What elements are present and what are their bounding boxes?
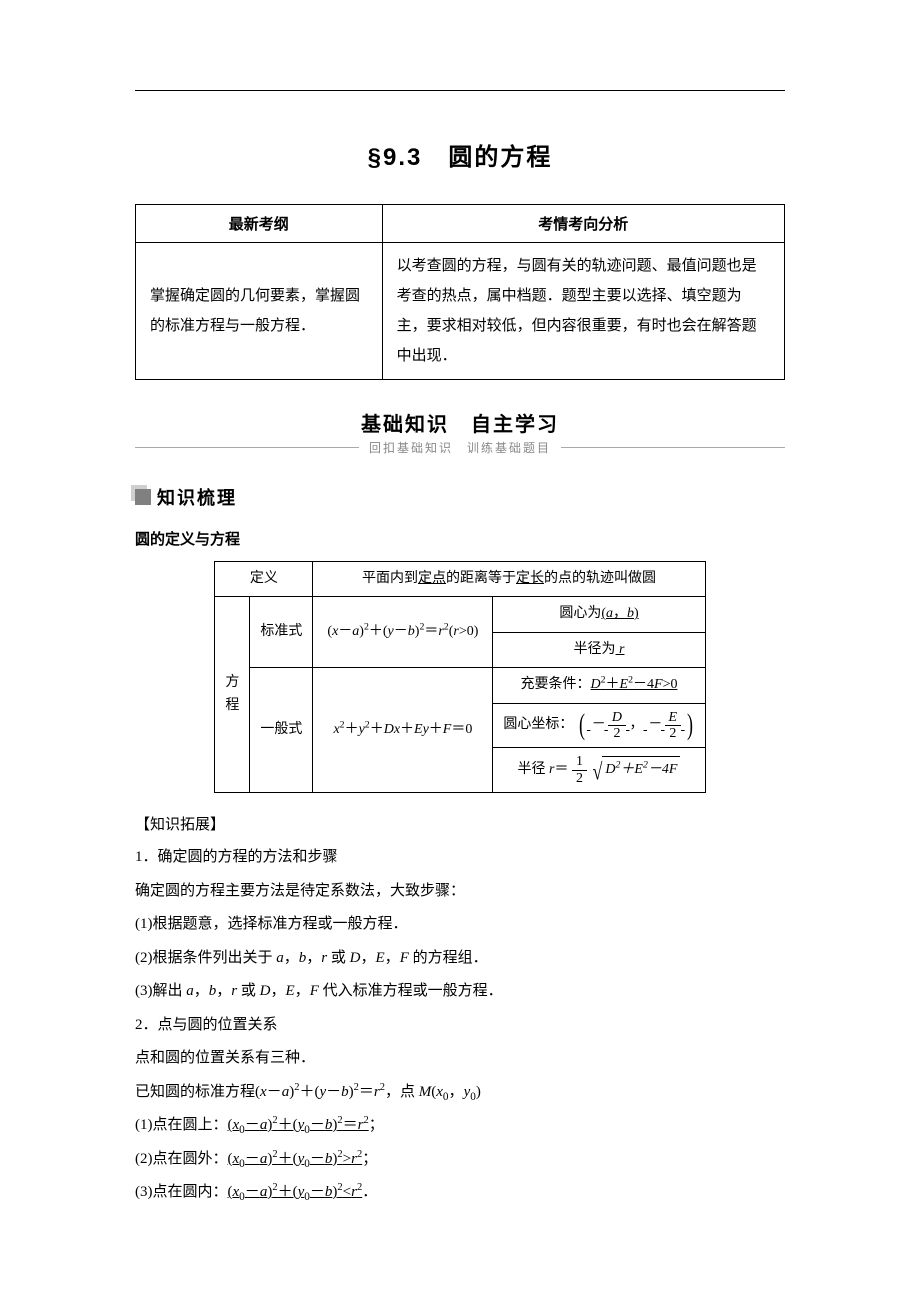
definition-table: 定义 平面内到定点的距离等于定长的点的轨迹叫做圆 方程 标准式 (x－a)2＋(… bbox=[214, 561, 705, 793]
definition-caption: 圆的定义与方程 bbox=[135, 528, 785, 549]
ext-p6: 2．点与圆的位置关系 bbox=[135, 1010, 785, 1042]
ext-p9: (1)点在圆上：(x0－a)2＋(y0－b)2＝r2； bbox=[135, 1110, 785, 1142]
sqrt-icon: √D2＋E2－4F bbox=[591, 756, 681, 785]
outline-left: 掌握确定圆的几何要素，掌握圆的标准方程与一般方程． bbox=[136, 243, 383, 380]
ext-p7: 点和圆的位置关系有三种． bbox=[135, 1043, 785, 1075]
section-title: §9.3 圆的方程 bbox=[135, 137, 785, 172]
banner-sub-line: 回扣基础知识 训练基础题目 bbox=[135, 439, 785, 456]
frac-D-over-2: D 2 bbox=[608, 710, 626, 742]
flag-icon bbox=[135, 489, 151, 505]
banner-sub: 回扣基础知识 训练基础题目 bbox=[359, 439, 561, 456]
gen-radius-prefix: 半径 r＝ bbox=[518, 759, 569, 781]
outline-head-left: 最新考纲 bbox=[136, 205, 383, 243]
ext-p11: (3)点在圆内：(x0－a)2＋(y0－b)2<r2． bbox=[135, 1177, 785, 1209]
def-r1c2: 平面内到定点的距离等于定长的点的轨迹叫做圆 bbox=[313, 562, 705, 597]
ext-p4: (2)根据条件列出关于 a，b，r 或 D，E，F 的方程组． bbox=[135, 943, 785, 975]
banner-main: 基础知识 自主学习 bbox=[361, 414, 559, 436]
def-std-radius: 半径为 r bbox=[493, 632, 705, 667]
paren-left-icon: ( bbox=[579, 710, 585, 740]
def-gen-cond: 充要条件：D2＋E2－4F>0 bbox=[493, 668, 705, 703]
ext-p5: (3)解出 a，b，r 或 D，E，F 代入标准方程或一般方程． bbox=[135, 976, 785, 1008]
extension-body: 1．确定圆的方程的方法和步骤 确定圆的方程主要方法是待定系数法，大致步骤： (1… bbox=[135, 842, 785, 1209]
def-gen-label: 一般式 bbox=[250, 668, 313, 793]
frac-E-over-2: E 2 bbox=[665, 710, 682, 742]
outline-right: 以考查圆的方程，与圆有关的轨迹问题、最值问题也是考查的热点，属中档题．题型主要以… bbox=[382, 243, 784, 380]
def-r1c1: 定义 bbox=[215, 562, 313, 597]
knowledge-flag: 知识梳理 bbox=[135, 484, 785, 510]
paren-right-icon: ) bbox=[687, 710, 693, 740]
ext-p2: 确定圆的方程主要方法是待定系数法，大致步骤： bbox=[135, 876, 785, 908]
def-gen-eq: x2＋y2＋Dx＋Ey＋F＝0 bbox=[313, 668, 493, 793]
frac-1-over-2: 1 2 bbox=[572, 754, 587, 786]
ext-p10: (2)点在圆外：(x0－a)2＋(y0－b)2>r2； bbox=[135, 1144, 785, 1176]
def-gen-center: 圆心坐标： ( － D 2 ， － E 2 ) bbox=[493, 703, 705, 748]
outline-table: 最新考纲 考情考向分析 掌握确定圆的几何要素，掌握圆的标准方程与一般方程． 以考… bbox=[135, 204, 785, 380]
section-banner: 基础知识 自主学习 bbox=[135, 408, 785, 437]
def-std-eq: (x－a)2＋(y－b)2＝r2(r>0) bbox=[313, 597, 493, 668]
gen-center-prefix: 圆心坐标： bbox=[503, 714, 573, 736]
def-std-label: 标准式 bbox=[250, 597, 313, 668]
extension-head: 【知识拓展】 bbox=[135, 813, 785, 834]
def-gen-radius: 半径 r＝ 1 2 √D2＋E2－4F bbox=[493, 748, 705, 793]
def-col-method: 方程 bbox=[215, 597, 250, 793]
rule-left bbox=[135, 447, 359, 448]
ext-p8: 已知圆的标准方程(x－a)2＋(y－b)2＝r2，点 M(x0，y0) bbox=[135, 1077, 785, 1109]
page: §9.3 圆的方程 最新考纲 考情考向分析 掌握确定圆的几何要素，掌握圆的标准方… bbox=[0, 0, 920, 1291]
ext-p3: (1)根据题意，选择标准方程或一般方程． bbox=[135, 909, 785, 941]
flag-label: 知识梳理 bbox=[157, 484, 237, 510]
rule-right bbox=[561, 447, 785, 448]
outline-head-right: 考情考向分析 bbox=[382, 205, 784, 243]
top-rule bbox=[135, 90, 785, 91]
def-std-center: 圆心为(a，b) bbox=[493, 597, 705, 632]
ext-p1: 1．确定圆的方程的方法和步骤 bbox=[135, 842, 785, 874]
